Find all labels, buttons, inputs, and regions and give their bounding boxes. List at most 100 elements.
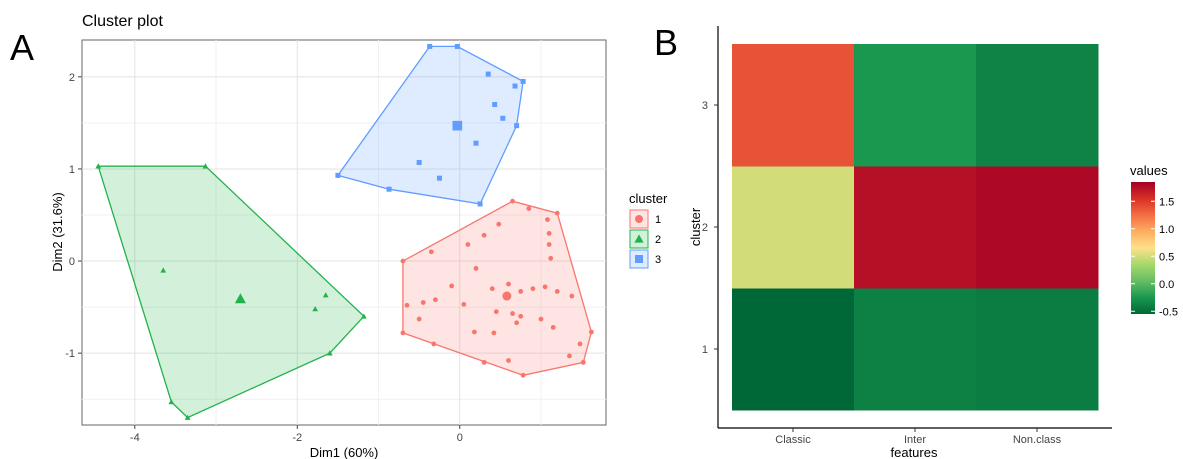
heatmap-cells (732, 44, 1099, 411)
cluster-3-point (454, 43, 460, 49)
cluster-1-point (538, 316, 544, 322)
cluster-1-point (481, 232, 487, 238)
cluster-2-point (202, 163, 209, 169)
cluster-1-point (518, 289, 524, 294)
cluster-3-point (473, 140, 479, 146)
cluster-legend-label: 2 (655, 234, 661, 246)
cluster-legend-title: cluster (629, 191, 668, 206)
cluster-1-center (502, 291, 512, 301)
cluster-1-point (493, 309, 499, 315)
heatmap-cell (854, 166, 977, 289)
cluster-1-point (416, 316, 422, 322)
cluster-2-point (168, 399, 175, 405)
cluster-1-point (546, 242, 552, 247)
heatmap: Classic Inter Non.class 1 2 3 features clust… (688, 26, 1178, 459)
cluster-plot-x-title: Dim1 (60%) (310, 445, 379, 459)
heatmap-cell (976, 288, 1099, 411)
heatmap-y-title: cluster (688, 207, 703, 246)
cluster-1-point (400, 330, 406, 336)
cluster-3-point (416, 160, 422, 165)
cluster-1-point (510, 311, 515, 316)
heatmap-x-tick-label: Inter (904, 434, 926, 446)
colorbar-tick-label: 1.0 (1159, 224, 1174, 236)
heatmap-y-tick-label: 3 (702, 100, 708, 112)
heatmap-x-title: features (891, 445, 938, 459)
cluster-1-point (569, 293, 575, 299)
panel-b-label: B (654, 22, 678, 63)
cluster-2-point (160, 267, 167, 273)
cluster-plot-area (81, 39, 607, 426)
y-tick-label: 2 (69, 72, 75, 84)
cluster-1-point (489, 286, 495, 292)
cluster-1-point (420, 300, 426, 305)
y-tick-label: 0 (69, 256, 75, 268)
cluster-1-point (461, 301, 467, 307)
heatmap-y-ticks: 1 2 3 (702, 100, 718, 356)
cluster-1-point (567, 353, 572, 359)
cluster-3-point (485, 71, 491, 77)
colorbar-tick-label: 1.5 (1159, 196, 1174, 208)
cluster-1-point (506, 281, 511, 287)
cluster-1-point (546, 231, 552, 236)
cluster-1-point (506, 358, 511, 363)
cluster-1-point (588, 329, 594, 335)
cluster-1-point (496, 221, 502, 227)
y-tick-label: 1 (69, 164, 75, 176)
cluster-3-point (520, 78, 526, 84)
cluster-1-point (400, 258, 406, 264)
cluster-3-point (436, 175, 442, 181)
cluster-1-point (554, 210, 560, 216)
x-tick-label: -2 (292, 432, 302, 444)
cluster-plot-x-ticks: -4 -2 0 (130, 425, 463, 444)
x-tick-label: 0 (457, 432, 463, 444)
cluster-1-point (530, 286, 536, 292)
cluster-1-point (520, 372, 526, 378)
cluster-1-point (514, 320, 520, 326)
cluster-1-point (554, 289, 560, 294)
heatmap-cell (732, 44, 855, 167)
cluster-plot: Cluster plot -4 -2 0 -1 0 1 2 Dim1 (60%) Dim2… (50, 13, 668, 459)
colorbar-tick-label: 0.0 (1159, 279, 1174, 291)
cluster-legend-keys: 1 2 3 (629, 209, 661, 269)
heatmap-colorbar (1131, 182, 1155, 314)
cluster-points (95, 43, 594, 420)
cluster-1-point (550, 324, 556, 330)
heatmap-x-tick-label: Non.class (1013, 434, 1062, 446)
cluster-1-point (449, 283, 455, 289)
cluster-1-point (542, 284, 548, 290)
cluster-3-point (500, 115, 506, 121)
cluster-3-point (335, 172, 341, 178)
heatmap-x-ticks: Classic Inter Non.class (775, 428, 1062, 446)
colorbar-tick-label: -0.5 (1159, 306, 1178, 318)
cluster-legend: cluster 1 2 3 (629, 191, 668, 269)
cluster-3-point (512, 83, 518, 89)
heatmap-legend-title: values (1130, 163, 1168, 178)
cluster-legend-label: 1 (655, 214, 661, 226)
heatmap-cell (732, 288, 855, 411)
cluster-1-hull (402, 200, 593, 376)
cluster-1-point (431, 341, 437, 347)
cluster-1-point (471, 329, 477, 335)
cluster-2-point (361, 313, 367, 319)
heatmap-x-tick-label: Classic (775, 434, 811, 446)
cluster-1-point (580, 359, 586, 365)
cluster-2-center (234, 293, 246, 304)
cluster-legend-marker (635, 255, 643, 263)
cluster-3-hull (336, 45, 524, 205)
cluster-2-point (322, 292, 329, 298)
heatmap-cell (732, 166, 855, 289)
y-tick-label: -1 (65, 348, 75, 360)
cluster-1-point (548, 255, 554, 261)
cluster-1-point (473, 266, 479, 271)
cluster-legend-marker (635, 215, 643, 223)
cluster-legend-label: 3 (655, 254, 661, 266)
heatmap-y-tick-label: 2 (702, 222, 708, 234)
heatmap-cell (976, 44, 1099, 167)
cluster-1-point (526, 206, 532, 211)
heatmap-cell (976, 166, 1099, 289)
cluster-legend-marker (634, 234, 644, 243)
x-tick-label: -4 (130, 432, 140, 444)
cluster-3-point (386, 186, 392, 192)
heatmap-cell (854, 44, 977, 167)
